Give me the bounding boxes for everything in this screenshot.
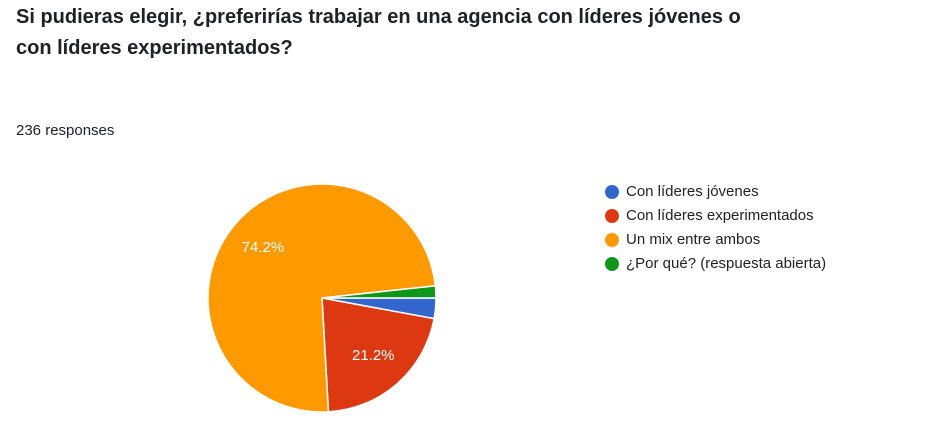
pie-slice [207, 183, 437, 413]
chart-title: Si pudieras elegir, ¿preferirías trabaja… [16, 6, 741, 59]
legend-marker [605, 209, 619, 223]
legend-marker [605, 185, 619, 199]
legend-label: ¿Por qué? (respuesta abierta) [626, 255, 826, 272]
pie-slice [321, 297, 435, 413]
response-count: 236 responses [16, 122, 115, 139]
slice-label: 74.2% [242, 239, 285, 256]
legend-label: Con líderes jóvenes [626, 183, 759, 200]
legend-marker [605, 257, 619, 271]
pie-slice [321, 285, 437, 299]
legend-label: Un mix entre ambos [626, 231, 760, 248]
legend-marker [605, 233, 619, 247]
legend-label: Con líderes experimentados [626, 207, 814, 224]
slice-label: 21.2% [352, 347, 395, 364]
